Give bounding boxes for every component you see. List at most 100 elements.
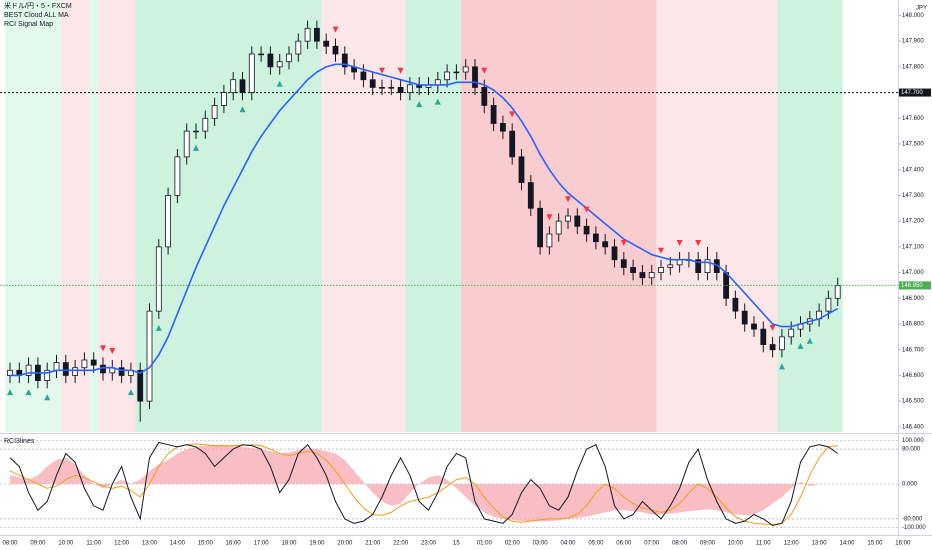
candle-body <box>369 79 376 88</box>
y-tick-label: 147.400 <box>902 167 924 173</box>
signal-zone <box>23 0 34 432</box>
x-tick-label: 23:00 <box>421 541 437 547</box>
signal-zone <box>377 0 387 432</box>
x-tick-label: 09:00 <box>30 541 46 547</box>
candle-body <box>248 53 255 93</box>
y-tick-label: 147.000 <box>902 270 924 276</box>
signal-zone <box>628 0 639 432</box>
signal-zone <box>284 0 294 432</box>
last-price-box <box>899 281 931 290</box>
signal-zone <box>395 0 406 432</box>
candle-body <box>332 45 339 55</box>
indicator-name: RCI3lines <box>4 438 35 445</box>
signal-zone <box>135 0 146 432</box>
candle-body <box>788 328 795 338</box>
signal-zone <box>749 0 759 432</box>
candle-body <box>704 259 711 273</box>
candle-body <box>472 66 478 88</box>
signal-zone <box>423 0 434 432</box>
candle-body <box>453 71 460 74</box>
signal-zone <box>228 0 239 432</box>
candle-body <box>239 79 246 93</box>
candle-body <box>639 272 646 279</box>
sell-signal <box>100 345 106 352</box>
sell-signal <box>397 67 404 74</box>
candle-body <box>630 267 636 273</box>
signal-zone <box>712 0 722 432</box>
signal-zone <box>823 0 834 432</box>
signal-zone <box>358 0 369 432</box>
candle-body <box>44 369 51 381</box>
signal-zone <box>340 0 350 432</box>
buy-signal <box>806 337 813 344</box>
signal-zone <box>98 0 108 432</box>
candle-body <box>146 310 153 402</box>
signal-zone <box>777 0 787 432</box>
candle-body <box>518 156 525 183</box>
candle-body <box>174 156 181 196</box>
signal-zone <box>684 0 694 432</box>
signal-zone <box>433 0 443 432</box>
sell-signal <box>620 240 627 246</box>
symbol-title: 米ドル/円・5・FXCM <box>4 1 72 10</box>
signal-zone <box>265 0 276 432</box>
candle-body <box>648 272 655 279</box>
sell-signal <box>695 240 702 246</box>
candle-body <box>481 87 488 106</box>
candle-body <box>258 53 265 56</box>
x-tick-label: 22:00 <box>393 541 409 547</box>
x-tick-label: 15 <box>453 541 460 547</box>
candle-body <box>379 87 385 89</box>
x-tick-label: 11:00 <box>756 541 771 547</box>
y-tick-label: 147.800 <box>902 64 924 70</box>
buy-signal <box>276 80 283 87</box>
signal-zone <box>275 0 285 432</box>
signal-zone <box>479 0 490 432</box>
x-tick-label: 12:00 <box>114 541 130 547</box>
candle-body <box>211 105 218 119</box>
candle-body <box>509 130 516 158</box>
candle-body <box>202 117 209 132</box>
x-tick-label: 14:00 <box>170 541 186 547</box>
x-tick-label: 21:00 <box>365 541 381 547</box>
signal-zone <box>247 0 257 432</box>
y-tick-label: 146.700 <box>902 347 924 353</box>
signal-zone <box>172 0 183 432</box>
signal-zone <box>200 0 211 432</box>
signal-zone <box>312 0 322 432</box>
candle-body <box>304 27 311 42</box>
y-tick-label: 80.000 <box>902 447 921 453</box>
sell-signal <box>769 324 776 331</box>
candle-body <box>695 259 702 273</box>
signal-zone <box>321 0 332 432</box>
y-tick-label: 146.600 <box>902 373 924 379</box>
candle-body <box>155 246 162 312</box>
signal-zone <box>637 0 648 432</box>
candle-body <box>53 362 60 371</box>
buy-signal <box>778 363 785 370</box>
sell-signal <box>676 240 683 246</box>
y-tick-label: 146.900 <box>902 296 924 302</box>
signal-zone <box>609 0 620 432</box>
signal-zone <box>702 0 713 432</box>
buy-signal <box>127 389 134 396</box>
signal-zone <box>42 0 53 432</box>
candle-body <box>397 87 404 93</box>
signal-zone <box>461 0 471 432</box>
buy-signal <box>239 106 246 113</box>
sell-signal <box>565 196 571 203</box>
signal-zone <box>191 0 201 432</box>
level-label: 147.700 <box>901 90 923 96</box>
signal-zone <box>79 0 90 432</box>
signal-zone <box>330 0 341 432</box>
candle-body <box>137 369 144 402</box>
candle-body <box>230 79 237 93</box>
candle-body <box>574 215 581 227</box>
signal-zone <box>89 0 99 432</box>
candle-body <box>388 87 395 89</box>
signal-zone <box>656 0 666 432</box>
candle-body <box>834 285 841 299</box>
candle-body <box>546 233 553 248</box>
signal-zone <box>209 0 220 432</box>
candle-body <box>90 359 97 366</box>
